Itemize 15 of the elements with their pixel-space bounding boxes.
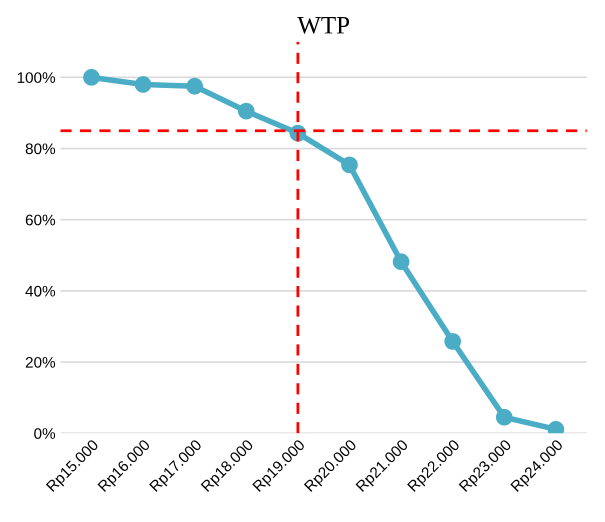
point xyxy=(186,78,203,95)
point xyxy=(341,156,358,174)
point xyxy=(134,76,152,93)
y-tick-label: 100% xyxy=(18,72,56,84)
chart-title: WTP xyxy=(297,17,350,34)
point xyxy=(83,69,100,86)
point xyxy=(496,408,513,426)
point xyxy=(444,333,462,350)
point xyxy=(392,253,410,270)
y-tick-label: 60% xyxy=(26,214,56,226)
y-tick-label: 80% xyxy=(26,143,56,154)
y-tick-label: 0% xyxy=(34,428,56,439)
point xyxy=(238,102,255,120)
y-tick-label: 20% xyxy=(26,356,56,368)
y-tick-label: 40% xyxy=(25,286,56,297)
